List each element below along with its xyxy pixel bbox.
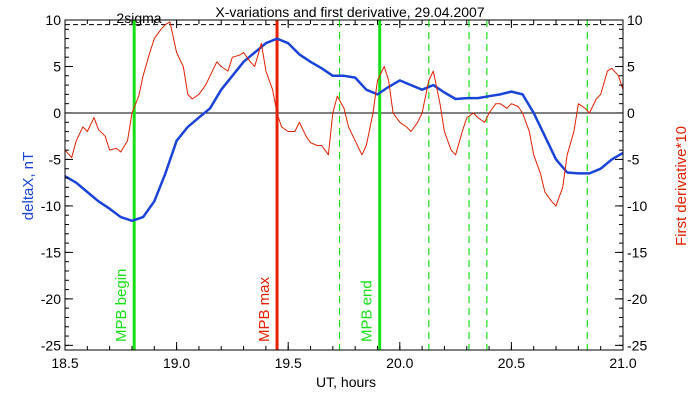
x-axis-label: UT, hours — [316, 374, 376, 390]
y-tick-label-left-1: 5 — [53, 58, 61, 74]
x-tick-label-4: 20.5 — [498, 355, 525, 371]
x-tick-label-0: 18.5 — [51, 355, 78, 371]
chart-title: X-variations and first derivative, 29.04… — [215, 4, 484, 20]
plot-frame — [64, 19, 624, 351]
y-tick-label-left-5: -15 — [41, 244, 61, 260]
y-tick-label-right-5: -15 — [627, 244, 647, 260]
y-axis-label-left: deltaX, nT — [20, 152, 37, 220]
sigma-label: 2sigma — [116, 10, 161, 26]
x-tick-label-2: 19.5 — [275, 355, 302, 371]
y-tick-label-right-2: 0 — [627, 105, 635, 121]
y-tick-label-right-4: -10 — [627, 198, 647, 214]
y-tick-label-right-1: 5 — [627, 58, 635, 74]
y-tick-label-right-0: 10 — [627, 12, 643, 28]
event-label-3: MPB end — [359, 280, 376, 342]
x-tick-label-1: 19.0 — [163, 355, 190, 371]
plot-area: MPB begin MPB max MPB end 18.5 19.0 19.5 20.0 2… — [41, 12, 648, 371]
y-tick-label-left-3: -5 — [49, 151, 62, 167]
event-label-2: MPB max — [256, 276, 273, 342]
event-label-1: MPB begin — [113, 269, 130, 342]
y-tick-label-right-6: -20 — [627, 291, 647, 307]
x-tick-label-5: 21.0 — [609, 355, 636, 371]
series-line-deltax — [64, 37, 624, 223]
y-tick-label-right-3: -5 — [627, 151, 640, 167]
y-tick-label-left-4: -10 — [41, 198, 61, 214]
y-tick-label-left-6: -20 — [41, 291, 61, 307]
series-line-derivative — [64, 21, 624, 207]
y-tick-label-left-2: 0 — [53, 105, 61, 121]
x-tick-label-3: 20.0 — [386, 355, 413, 371]
y-tick-label-right-7: -25 — [627, 337, 647, 353]
y-axis-label-right: First derivative*10 — [673, 126, 690, 246]
y-tick-label-left-0: 10 — [45, 12, 61, 28]
y-tick-label-left-7: -25 — [41, 337, 61, 353]
